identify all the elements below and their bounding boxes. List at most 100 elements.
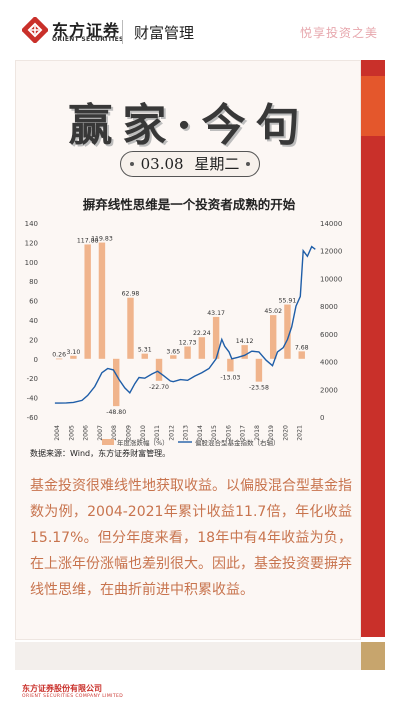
calligraphy-title: 赢家·今句 (68, 100, 310, 151)
y-left-tick-label: 140 (25, 220, 38, 228)
header-divider (122, 20, 123, 44)
bar (184, 346, 191, 359)
footer-company-en: ORIENT SECURITIES COMPANY LIMITED (22, 694, 124, 699)
y-left-tick-label: 120 (25, 239, 38, 247)
bar (269, 315, 277, 359)
annual-return-chart: -60 -40 -20 0 20 40 60 80 100 120 140 0 2000 4000 6000… (25, 220, 343, 446)
y-right-tick-label: 14000 (320, 220, 342, 228)
x-tick-label: 2008 (111, 425, 118, 441)
plate-dot-left (130, 162, 134, 166)
bar-data-label: 3.65 (166, 348, 180, 355)
y-left-tick-label: 20 (29, 336, 38, 344)
bar-data-label: 5.31 (138, 347, 152, 354)
brand-name: 东方证券 (52, 21, 121, 40)
bar-data-label: -13.03 (220, 374, 240, 381)
y-left-tick-label: 0 (34, 356, 38, 364)
bar (113, 358, 120, 407)
bar (298, 351, 305, 359)
bar (198, 337, 206, 359)
x-tick-label: 2006 (83, 425, 90, 441)
bar (284, 304, 291, 359)
plate-dot-right (246, 162, 250, 166)
x-tick-label: 2019 (268, 425, 275, 441)
bar-data-label: -22.70 (149, 384, 169, 391)
y-right-tick-label: 0 (320, 414, 324, 422)
bar-data-label: 14.12 (236, 338, 254, 345)
bar (84, 244, 91, 359)
x-tick-label: 2016 (225, 425, 232, 441)
index-line (54, 245, 316, 404)
weekday-label: 星期二 (194, 155, 240, 173)
bar (155, 358, 163, 381)
y-left-tick-label: -20 (27, 375, 38, 383)
legend-bar-swatch (102, 439, 114, 445)
bottom-strip (15, 642, 361, 670)
bar (70, 355, 77, 359)
legend-bar-label: 年度涨跌幅（%） (117, 438, 169, 446)
bar-data-label: 7.68 (295, 344, 309, 351)
bar (141, 353, 148, 359)
side-accent-stripe (361, 76, 385, 136)
bar (212, 316, 220, 359)
chart-title: 摒弃线性思维是一个投资者成熟的开始 (82, 197, 296, 212)
app-header: 东方证券 ORIENT SECURITIES 财富管理 悦享投资之美 (0, 0, 400, 60)
y-left-tick-label: 100 (25, 259, 38, 267)
bar (170, 355, 177, 359)
x-tick-label: 2014 (197, 425, 204, 441)
y-left-tick-label: -60 (27, 414, 38, 422)
brand-name-en: ORIENT SECURITIES (52, 36, 124, 43)
y-right-tick-label: 10000 (320, 275, 342, 283)
bar-data-label: 62.98 (122, 291, 140, 298)
bar-data-label: -23.58 (249, 385, 269, 392)
y-right-tick-label: 6000 (320, 331, 338, 339)
x-tick-label: 2005 (68, 425, 75, 441)
section-title: 财富管理 (134, 24, 195, 42)
x-tick-label: 2011 (154, 425, 161, 441)
bar-data-label: 55.91 (279, 298, 297, 305)
data-source: 数据来源：Wind，东方证券财富管理。 (30, 449, 171, 458)
date-plate: 03.08 星期二 (120, 151, 260, 177)
y-left-tick-label: 80 (29, 278, 38, 286)
bar-data-label: 22.24 (193, 330, 211, 337)
y-right-tick-label: 4000 (320, 359, 338, 367)
bar-data-label: 45.02 (264, 308, 282, 315)
bar (55, 358, 63, 360)
body-text: 基金投资很难线性地获取收益。以偏股混合型基金指数为例，2004-2021年累计收… (30, 478, 352, 598)
bar (98, 242, 106, 359)
bar-data-label: -48.80 (106, 409, 126, 416)
quote-card: 赢家·今句 03.08 星期二 摒弃线性思维是一个投资者成熟的开始 -60 -40… (15, 60, 361, 640)
orient-logo-icon (22, 17, 48, 43)
bar (127, 297, 134, 359)
bar-data-label: 119.83 (91, 236, 113, 243)
y-left-tick-label: 60 (29, 298, 38, 306)
x-tick-label: 2013 (183, 425, 190, 441)
x-tick-label: 2009 (125, 425, 132, 441)
slogan: 悦享投资之美 (299, 26, 378, 40)
x-tick-label: 2015 (211, 425, 218, 441)
y-right-tick-label: 8000 (320, 303, 338, 311)
bar (241, 345, 248, 359)
footer-company-cn: 东方证券股份有限公司 (22, 684, 102, 693)
x-tick-label: 2007 (97, 425, 104, 441)
side-accent-bar (361, 60, 385, 637)
bar-data-label: 0.26 (52, 352, 66, 359)
x-tick-label: 2020 (282, 425, 289, 441)
x-tick-label: 2021 (297, 425, 304, 441)
x-tick-label: 2010 (140, 425, 147, 441)
bar-data-label: 117.88 (77, 237, 99, 244)
bar (227, 358, 234, 372)
y-left-tick-label: 40 (29, 317, 38, 325)
y-right-tick-label: 2000 (320, 386, 338, 394)
legend-line-label: 偏股混合型基金指数（右轴） (195, 438, 280, 446)
bar-data-label: 43.17 (207, 310, 225, 317)
x-tick-label: 2004 (54, 425, 61, 441)
x-tick-label: 2017 (240, 425, 247, 441)
y-right-tick-label: 12000 (320, 248, 342, 256)
y-left-tick-label: -40 (27, 395, 38, 403)
x-tick-label: 2012 (168, 425, 175, 441)
bar-data-label: 3.10 (67, 349, 81, 356)
bar-data-label: 12.73 (179, 339, 197, 346)
bottom-gold-block (361, 642, 385, 670)
date-label: 03.08 (140, 155, 184, 173)
x-tick-label: 2018 (254, 425, 261, 441)
